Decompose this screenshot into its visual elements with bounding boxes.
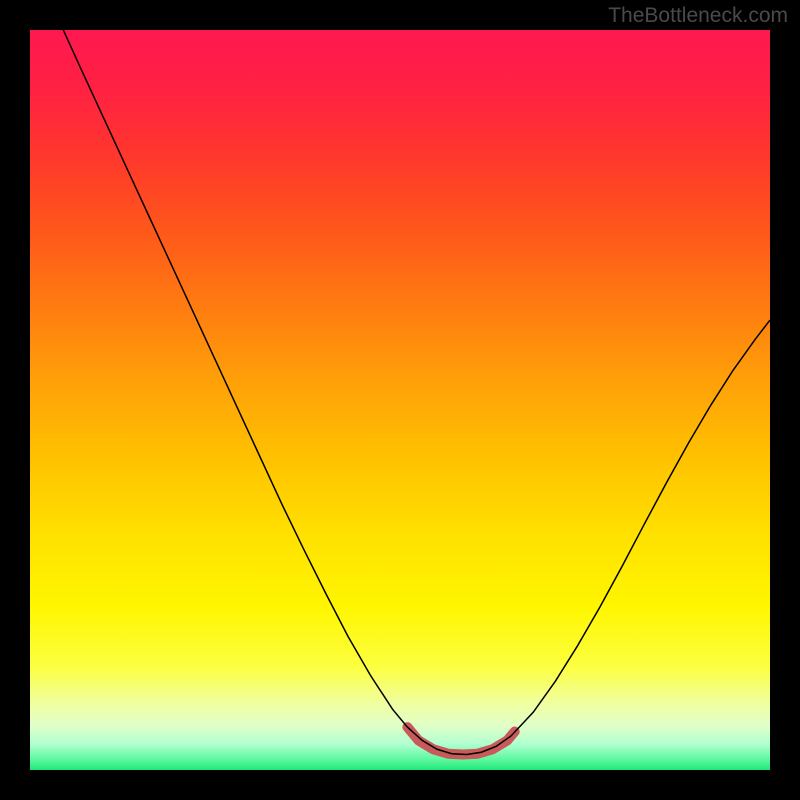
watermark-text: TheBottleneck.com [608,4,788,28]
bottleneck-chart [30,30,770,770]
gradient-background [30,30,770,770]
chart-svg [30,30,770,770]
